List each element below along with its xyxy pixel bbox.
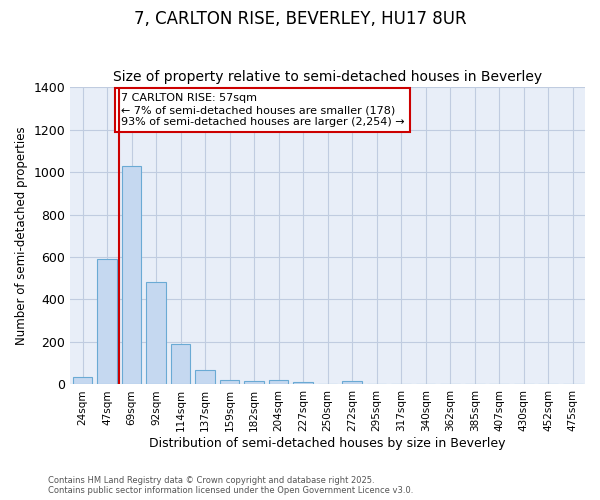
Bar xyxy=(122,166,142,384)
Title: Size of property relative to semi-detached houses in Beverley: Size of property relative to semi-detach… xyxy=(113,70,542,85)
Y-axis label: Number of semi-detached properties: Number of semi-detached properties xyxy=(15,126,28,345)
Text: Contains HM Land Registry data © Crown copyright and database right 2025.
Contai: Contains HM Land Registry data © Crown c… xyxy=(48,476,413,495)
Bar xyxy=(73,377,92,384)
Bar xyxy=(97,259,117,384)
X-axis label: Distribution of semi-detached houses by size in Beverley: Distribution of semi-detached houses by … xyxy=(149,437,506,450)
Bar xyxy=(195,370,215,384)
Text: 7 CARLTON RISE: 57sqm
← 7% of semi-detached houses are smaller (178)
93% of semi: 7 CARLTON RISE: 57sqm ← 7% of semi-detac… xyxy=(121,94,404,126)
Bar xyxy=(244,382,264,384)
Bar xyxy=(293,382,313,384)
Bar xyxy=(269,380,289,384)
Bar xyxy=(343,382,362,384)
Text: 7, CARLTON RISE, BEVERLEY, HU17 8UR: 7, CARLTON RISE, BEVERLEY, HU17 8UR xyxy=(134,10,466,28)
Bar xyxy=(146,282,166,384)
Bar xyxy=(220,380,239,384)
Bar xyxy=(171,344,190,385)
